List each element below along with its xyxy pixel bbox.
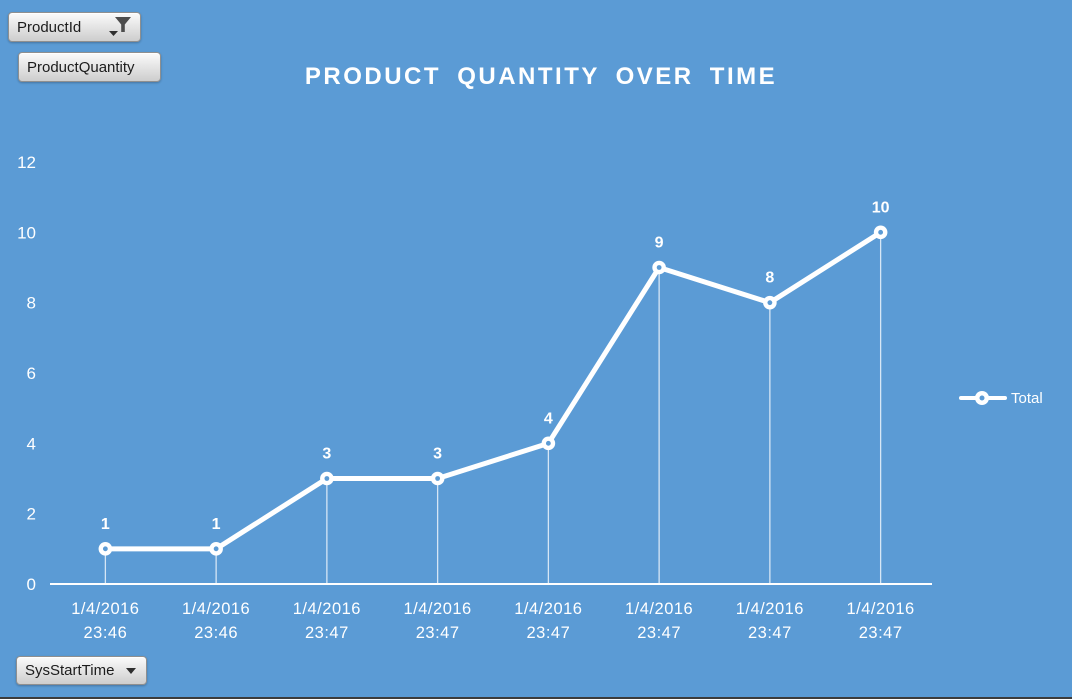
product-quantity-button[interactable]: ProductQuantity (18, 52, 161, 82)
data-point-marker-hole (545, 440, 551, 446)
y-tick-label: 6 (27, 364, 36, 383)
data-point-marker-hole (878, 229, 884, 235)
data-label: 1 (101, 516, 110, 533)
y-tick-label: 2 (27, 505, 36, 524)
y-tick-label: 12 (17, 153, 36, 172)
data-point-marker-hole (102, 546, 108, 552)
data-label: 3 (322, 446, 331, 463)
data-point-marker-hole (767, 300, 773, 306)
x-tick-label: 1/4/2016 23:47 (404, 600, 472, 642)
data-point-marker-hole (213, 546, 219, 552)
legend[interactable]: Total (959, 387, 1043, 409)
filter-funnel-icon (106, 15, 132, 39)
y-tick-label: 0 (27, 575, 36, 594)
chevron-down-icon (126, 667, 136, 674)
data-point-marker-hole (324, 476, 330, 481)
x-tick-label: 1/4/2016 23:47 (514, 600, 582, 642)
x-tick-label: 1/4/2016 23:46 (182, 600, 250, 642)
data-label: 8 (765, 270, 774, 287)
window-bottom-border (0, 697, 1072, 699)
data-label: 4 (544, 410, 553, 427)
legend-label: Total (1011, 389, 1043, 407)
x-tick-label: 1/4/2016 23:46 (71, 600, 139, 642)
data-label: 9 (655, 235, 664, 252)
y-tick-label: 4 (27, 434, 36, 453)
sys-start-time-dropdown[interactable]: SysStartTime (16, 656, 147, 685)
data-label: 1 (212, 516, 221, 533)
product-id-filter-label: ProductId (17, 18, 82, 36)
x-tick-label: 1/4/2016 23:47 (736, 600, 804, 642)
y-tick-label: 10 (17, 223, 36, 242)
series-line[interactable] (102, 229, 884, 552)
sys-start-time-label: SysStartTime (25, 662, 115, 679)
product-id-filter-button[interactable]: ProductId (8, 12, 141, 42)
legend-series-marker-icon (959, 388, 1007, 408)
data-point-marker-hole (435, 476, 441, 481)
x-tick-label: 1/4/2016 23:47 (625, 600, 693, 642)
data-point-marker-hole (656, 265, 662, 270)
x-tick-label: 1/4/2016 23:47 (847, 600, 915, 642)
chart-title: PRODUCT QUANTITY OVER TIME (304, 63, 778, 90)
data-label: 10 (872, 199, 890, 216)
y-tick-label: 8 (27, 294, 36, 313)
x-tick-label: 1/4/2016 23:47 (293, 600, 361, 642)
product-quantity-label: ProductQuantity (27, 58, 135, 76)
data-label: 3 (433, 446, 442, 463)
